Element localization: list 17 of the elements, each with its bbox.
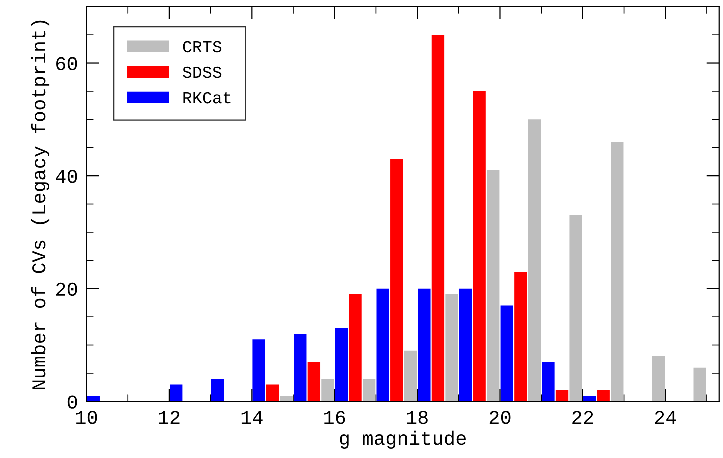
legend-label: CRTS [183,41,222,53]
legend-label: SDSS [183,66,222,78]
legend-label: RKCat [184,92,231,104]
x-tick-label: 10 [76,411,98,424]
x-tick-label: 22 [572,411,594,424]
x-tick-label: 16 [324,411,346,424]
x-tick-label: 14 [242,411,263,424]
x-axis-title: g magnitude [340,430,466,450]
y-axis-title: Number of CVs (Legacy footprint) [31,20,50,390]
y-tick-label: 20 [56,282,78,296]
x-tick-label: 12 [159,411,180,424]
x-tick-label: 24 [655,411,676,424]
y-tick-label: 40 [56,170,78,184]
x-tick-label: 18 [407,411,428,424]
y-tick-label: 0 [68,396,78,409]
y-tick-label: 60 [56,57,78,71]
x-tick-label: 20 [490,411,511,424]
